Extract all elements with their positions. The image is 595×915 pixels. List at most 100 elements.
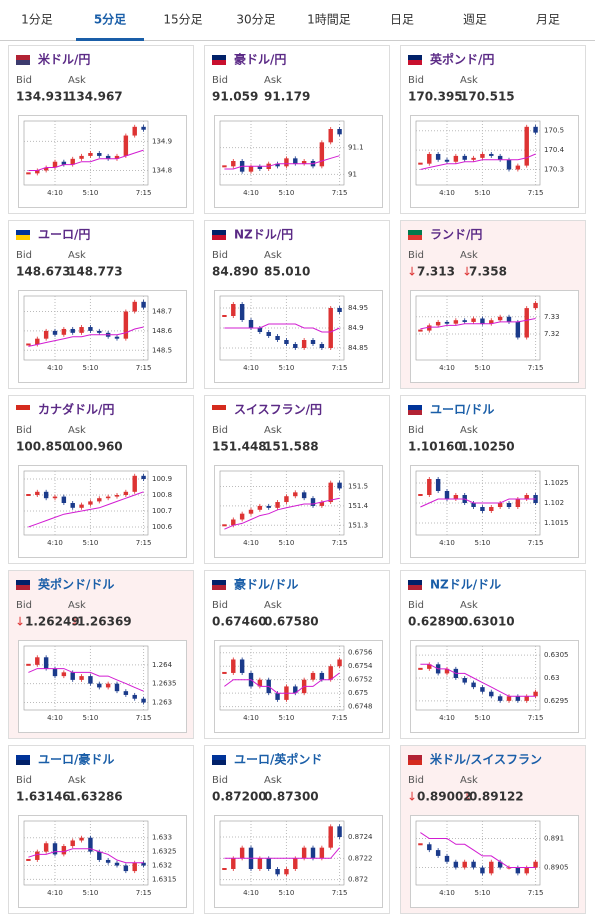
bid-value: 134.931 [16,90,71,104]
candle [222,524,227,527]
candle [35,491,40,495]
tab[interactable]: 日足 [390,13,414,27]
x-tick-label: 5:10 [83,364,99,372]
candle [70,328,75,333]
candle [489,691,494,697]
bid-label: Bid [212,75,228,86]
candle [337,129,342,135]
chart-box [18,290,187,383]
ask-value: 0.87300 [264,790,319,804]
candle [427,153,432,164]
tab[interactable]: 週足 [463,13,487,27]
candle [141,698,146,703]
pair-title[interactable]: 英ポンド/円 [430,52,494,67]
pair-title[interactable]: ユーロ/円 [38,228,90,242]
y-tick-label: 1.2635 [152,680,177,688]
y-tick-label: 148.7 [152,308,172,316]
candle [248,320,254,328]
bid-label: Bid [408,250,424,261]
pair-title[interactable]: ユーロ/豪ドル [38,752,114,767]
candle [284,496,289,503]
candle [453,495,459,499]
candle [489,320,494,324]
pair-title[interactable]: ユーロ/英ポンド [234,752,322,767]
x-tick-label: 7:15 [528,889,544,897]
candle [471,318,476,322]
candle [489,153,494,156]
y-tick-label: 84.9 [348,324,364,332]
y-tick-label: 100.8 [152,491,172,499]
candle [88,501,93,505]
pair-title[interactable]: NZドル/円 [234,228,293,242]
tab[interactable]: 月足 [536,13,560,27]
tab[interactable]: 1時間足 [307,13,351,27]
flag-bottom [408,410,422,415]
y-tick-label: 0.8905 [544,864,569,872]
x-tick-label: 7:15 [136,539,152,547]
active-tab-underline [76,38,144,41]
moving-average [28,848,144,864]
chart-box [410,640,579,733]
ask-label: Ask [460,250,478,261]
tab[interactable]: 15分足 [163,13,202,27]
y-tick-label: 91.1 [348,144,364,152]
candle [471,682,476,688]
bid-label: Bid [408,425,424,436]
ask-label: Ask [264,250,282,261]
x-tick-label: 4:10 [439,189,455,197]
candle [328,308,333,348]
pair-title[interactable]: 英ポンド/ドル [38,577,114,592]
flag-top [212,755,226,760]
flag-bottom [212,410,226,415]
bid-label: Bid [16,775,32,786]
tab[interactable]: 1分足 [21,13,53,27]
flag-bottom [16,60,30,65]
candle [533,302,538,309]
candle [97,330,102,333]
candle [257,505,263,510]
x-tick-label: 4:10 [243,714,259,722]
bid-value: 100.850 [16,440,71,454]
candle [266,332,271,336]
flag-bottom [212,585,226,590]
y-tick-label: 134.9 [152,137,172,145]
moving-average [224,497,340,530]
y-tick-label: 1.102 [544,499,564,507]
tab[interactable]: 5分足 [94,12,126,27]
pair-title[interactable]: 豪ドル/ドル [234,577,298,592]
tab[interactable]: 30分足 [236,13,275,27]
pair-title[interactable]: カナダドル/円 [38,402,114,417]
pair-title[interactable]: ユーロ/ドル [430,403,494,417]
y-tick-label: 100.7 [152,507,172,515]
candle [506,316,512,322]
candle [337,308,342,312]
pair-title[interactable]: スイスフラン/円 [234,403,322,417]
candle [141,475,146,479]
plot-area [219,645,345,711]
flag-top [212,580,226,585]
flag-bottom [16,410,30,415]
candle [301,340,307,348]
y-tick-label: 170.3 [544,165,564,173]
candle [444,855,450,862]
bid-label: Bid [212,425,228,436]
pair-title[interactable]: 米ドル/スイスフラン [430,752,542,767]
candle [79,504,84,508]
flag-bottom [212,760,226,765]
candle [275,502,280,508]
pair-title[interactable]: 米ドル/円 [38,52,90,67]
candle [515,499,521,507]
ask-value: 1.10250 [460,440,515,454]
candle [480,867,485,874]
pair-title[interactable]: NZドル/ドル [430,578,501,592]
moving-average [420,318,536,330]
candle [444,159,450,162]
bid-value: 0.67460 [212,615,267,629]
candle [123,865,129,872]
pair-title[interactable]: ランド/円 [430,228,482,242]
ask-value: 0.67580 [264,615,319,629]
bid-value: 0.62890 [408,615,463,629]
candle [328,666,333,680]
pair-title[interactable]: 豪ドル/円 [234,52,286,67]
candle [418,494,423,496]
